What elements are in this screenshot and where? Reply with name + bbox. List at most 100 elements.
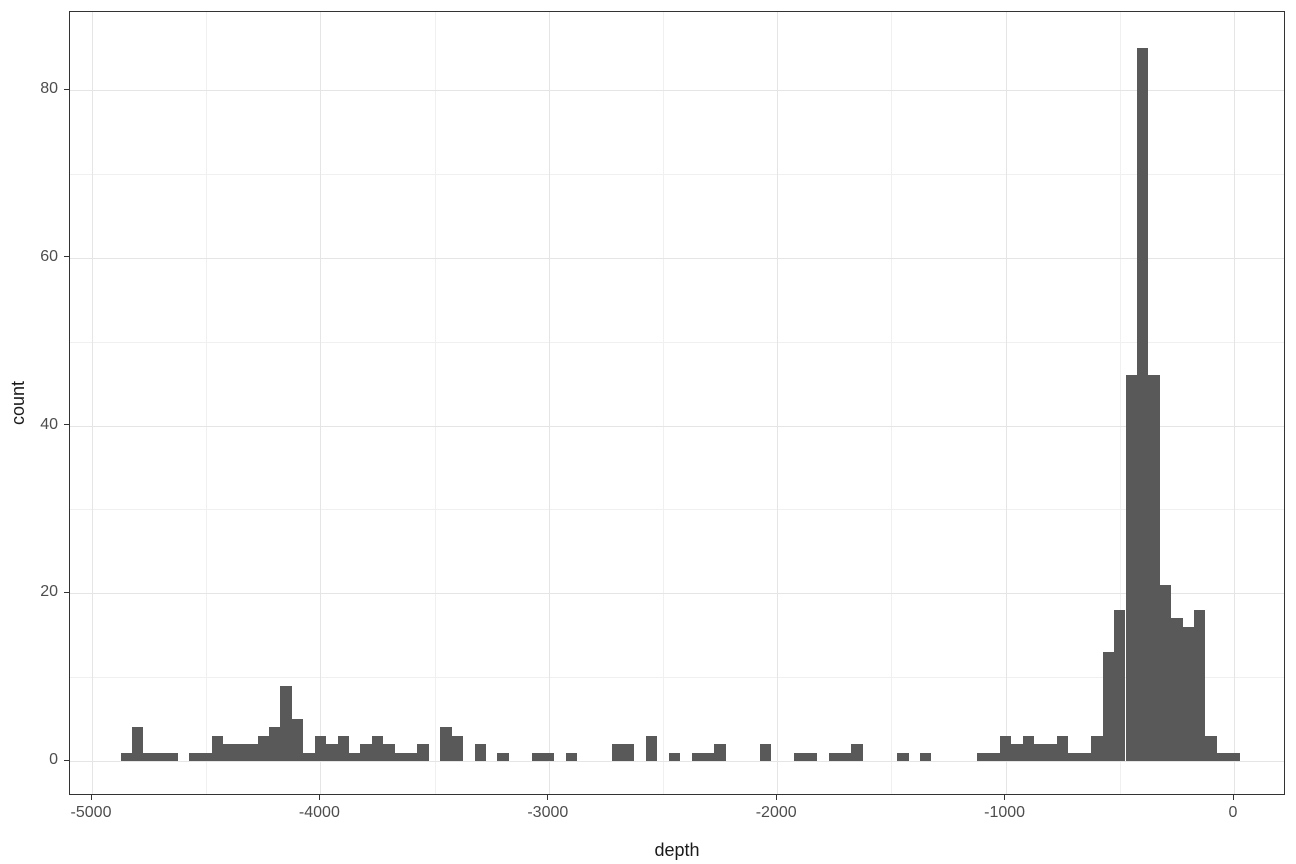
histogram-bar [1091, 735, 1103, 761]
histogram-bar [714, 744, 726, 761]
histogram-bar [623, 744, 635, 761]
histogram-bar [406, 752, 418, 761]
histogram-bar [257, 735, 269, 761]
histogram-bar [760, 744, 772, 761]
histogram-bar [1045, 744, 1057, 761]
x-axis-tick-label: -1000 [984, 804, 1026, 821]
histogram-bar [543, 752, 555, 761]
x-axis-title: depth [654, 840, 700, 860]
histogram-bar [1205, 735, 1217, 761]
histogram-bar [326, 744, 338, 761]
y-axis-tick [64, 256, 69, 258]
histogram-bar [120, 752, 132, 761]
grid-minor-vertical [891, 12, 893, 794]
histogram-bar [223, 744, 235, 761]
histogram-bar [1034, 744, 1046, 761]
grid-minor-vertical [1119, 12, 1121, 794]
x-axis-tick-label: -3000 [527, 804, 569, 821]
grid-minor-vertical [434, 12, 436, 794]
histogram-bar [360, 744, 372, 761]
histogram-bar [840, 752, 852, 761]
histogram-bar [1194, 610, 1206, 761]
histogram-bar [234, 744, 247, 761]
histogram-bar [417, 744, 429, 761]
histogram-bar [348, 752, 361, 761]
y-axis-tick [64, 759, 69, 761]
histogram-bar [474, 744, 486, 761]
y-axis-tick [64, 424, 69, 426]
histogram-bar [1102, 652, 1115, 761]
histogram-bar [383, 744, 395, 761]
histogram-bar [291, 719, 304, 761]
y-axis-tick [64, 88, 69, 90]
histogram-bar [851, 744, 863, 761]
histogram-bar [999, 735, 1012, 761]
y-axis-tick-label: 40 [40, 415, 58, 433]
grid-major-vertical [1005, 12, 1007, 794]
histogram-bar [1056, 735, 1069, 761]
histogram-bar [794, 752, 806, 761]
histogram-bar [200, 752, 212, 761]
histogram-bar [497, 752, 509, 761]
grid-major-vertical [1234, 12, 1235, 794]
histogram-bar [440, 727, 452, 761]
histogram-bar [1068, 752, 1080, 761]
grid-major-vertical [548, 12, 550, 794]
histogram-bar [1114, 610, 1126, 761]
histogram-bar [645, 735, 658, 761]
grid-minor-horizontal [70, 174, 1284, 176]
grid-major-vertical [777, 12, 779, 794]
y-axis-tick-label: 0 [49, 751, 58, 768]
histogram-bar [280, 685, 292, 761]
histogram-bar [1216, 752, 1229, 761]
y-axis-tick-label: 80 [40, 80, 58, 98]
x-axis-tick [1232, 795, 1234, 800]
grid-major-horizontal [70, 90, 1284, 92]
grid-major-vertical [92, 12, 93, 794]
grid-major-horizontal [70, 425, 1284, 427]
histogram-bar [337, 735, 349, 761]
y-axis-tick-label: 60 [40, 247, 58, 265]
grid-minor-horizontal [70, 341, 1284, 343]
histogram-bar [1022, 735, 1035, 761]
histogram-bar [451, 735, 464, 761]
histogram-bar [394, 752, 407, 761]
histogram-bar [1125, 375, 1137, 761]
histogram-bar [143, 752, 155, 761]
histogram-bar [154, 752, 167, 761]
histogram-bar [1136, 48, 1149, 761]
histogram-bar [565, 752, 578, 761]
histogram-bar [303, 752, 315, 761]
histogram-bar [1159, 584, 1172, 761]
histogram-bar [166, 752, 178, 761]
histogram-bar [211, 735, 224, 761]
histogram-bar [691, 752, 703, 761]
histogram-bar [1011, 744, 1023, 761]
x-axis-tick [547, 795, 549, 800]
x-axis-tick-label: -5000 [70, 804, 112, 821]
grid-major-horizontal [70, 593, 1284, 595]
histogram-bar [897, 752, 909, 761]
histogram-bar [371, 735, 384, 761]
x-axis-tick [1004, 795, 1006, 800]
histogram-bar [828, 752, 840, 761]
histogram-bar [611, 744, 624, 761]
grid-minor-horizontal [70, 677, 1284, 679]
histogram-bar [131, 727, 144, 761]
histogram-bar [977, 752, 989, 761]
histogram-bar [246, 744, 258, 761]
y-axis-tick-label: 20 [40, 583, 58, 601]
histogram-bar [1171, 618, 1183, 761]
histogram-bar [1079, 752, 1092, 761]
histogram-bar [189, 752, 201, 761]
histogram-bar [1182, 626, 1195, 761]
histogram-bar [919, 752, 932, 761]
histogram-bar [269, 727, 281, 761]
x-axis-tick-label: 0 [1228, 804, 1238, 821]
grid-minor-vertical [663, 12, 664, 794]
grid-major-horizontal [70, 257, 1284, 259]
histogram-bar [668, 752, 681, 761]
histogram-bar [1148, 375, 1160, 761]
histogram-bar [805, 752, 818, 761]
